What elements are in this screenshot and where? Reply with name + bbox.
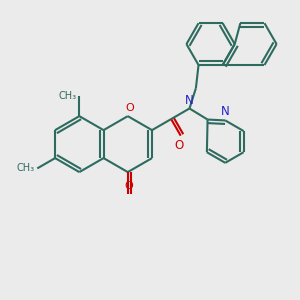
Text: O: O [125, 103, 134, 112]
Text: N: N [185, 94, 194, 107]
Text: O: O [175, 139, 184, 152]
Text: O: O [124, 181, 133, 190]
Text: CH₃: CH₃ [59, 91, 77, 100]
Text: N: N [221, 105, 230, 118]
Text: CH₃: CH₃ [17, 164, 35, 173]
